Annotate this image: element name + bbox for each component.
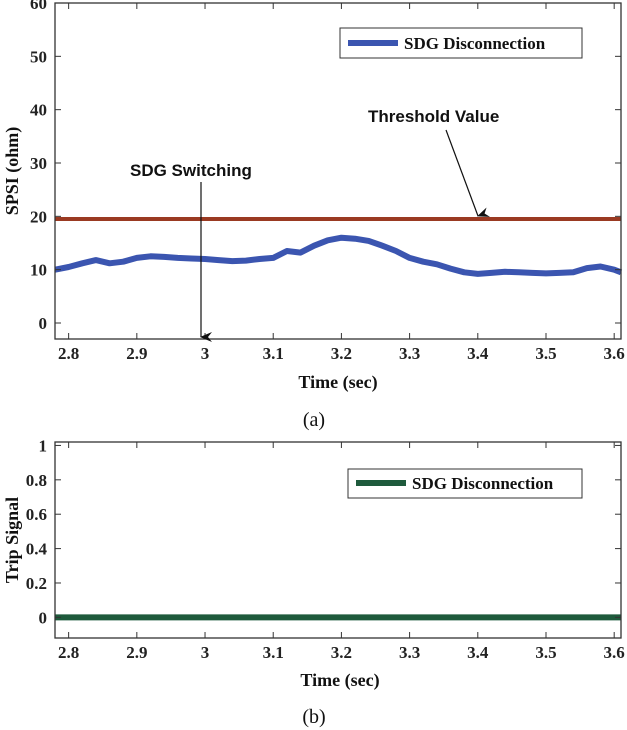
chart-b-ytick-label: 0.4	[26, 540, 48, 559]
chart-b-xtick-label: 3.2	[331, 643, 352, 662]
chart-b-xtick-label: 3.5	[535, 643, 556, 662]
chart-b-xtick-label: 3.1	[263, 643, 284, 662]
chart-a-ytick-label: 60	[30, 0, 47, 13]
chart-a-xtick-label: 3.6	[604, 344, 625, 363]
chart-b-ytick-label: 0.6	[26, 505, 47, 524]
chart-a-xtick-label: 3.4	[467, 344, 489, 363]
chart-a-ylabel: SPSI (ohm)	[2, 127, 23, 216]
annotation-sdg-switching: SDG Switching	[130, 161, 252, 180]
chart-a-xtick-label: 2.8	[58, 344, 79, 363]
chart-a-ytick-label: 30	[30, 154, 47, 173]
chart-a-yticks: 0 10 20 30 40 50 60	[30, 0, 621, 333]
chart-b-ytick-label: 0.8	[26, 471, 47, 490]
chart-b-xticks: 2.8 2.9 3 3.1 3.2 3.3 3.4 3.5 3.6	[58, 442, 625, 662]
chart-a-xtick-label: 3.1	[263, 344, 284, 363]
chart-b-ylabel: Trip Signal	[2, 497, 22, 583]
chart-a-xtick-label: 3.5	[535, 344, 556, 363]
chart-b-legend: SDG Disconnection	[347, 468, 583, 499]
chart-b-xlabel: Time (sec)	[300, 670, 379, 691]
chart-a-xlabel: Time (sec)	[298, 372, 377, 393]
chart-b-ytick-label: 0.2	[26, 574, 47, 593]
chart-a-ytick-label: 50	[30, 47, 47, 66]
chart-b-xtick-label: 3	[201, 643, 210, 662]
chart-a-marks	[54, 217, 623, 277]
annotation-threshold-value-arrow	[445, 129, 491, 217]
chart-a-ytick-label: 0	[39, 314, 48, 333]
chart-a-xtick-label: 3.2	[331, 344, 352, 363]
chart-b-legend-label: SDG Disconnection	[412, 474, 554, 493]
chart-b-xtick-label: 2.9	[126, 643, 147, 662]
chart-panel-b: 2.8 2.9 3 3.1 3.2 3.3 3.4 3.5 3.6 0 0.2 0.4 0.6 0.8 1…	[2, 436, 625, 728]
chart-a-frame	[54, 2, 622, 340]
chart-a-ytick-label: 40	[30, 101, 47, 120]
chart-b-xtick-label: 3.4	[467, 643, 489, 662]
chart-a-ytick-label: 20	[30, 207, 47, 226]
chart-a-legend-label: SDG Disconnection	[404, 34, 546, 53]
chart-a-xtick-label: 2.9	[126, 344, 147, 363]
chart-a-series-sdg-disconnection	[54, 234, 623, 277]
chart-a-xticks: 2.8 2.9 3 3.1 3.2 3.3 3.4 3.5 3.6	[58, 3, 625, 363]
chart-b-xtick-label: 3.6	[604, 643, 625, 662]
chart-a-xtick-label: 3	[201, 344, 210, 363]
chart-a-xtick-label: 3.3	[399, 344, 420, 363]
chart-panel-a: 2.8 2.9 3 3.1 3.2 3.3 3.4 3.5 3.6 0102030405060 …	[2, 0, 625, 431]
chart-b-xtick-label: 2.8	[58, 643, 79, 662]
chart-b-caption: (b)	[302, 706, 325, 728]
chart-a-ytick-label: 10	[30, 261, 47, 280]
chart-b-yticks: 0 0.2 0.4 0.6 0.8 1	[26, 436, 621, 627]
chart-b-xtick-label: 3.3	[399, 643, 420, 662]
chart-a-legend: SDG Disconnection	[339, 27, 583, 59]
annotation-threshold-value: Threshold Value	[368, 107, 499, 126]
chart-b-ytick-label: 1	[39, 436, 48, 455]
chart-a-caption: (a)	[303, 409, 325, 431]
chart-b-frame	[54, 441, 622, 639]
chart-b-ytick-label: 0	[39, 608, 48, 627]
